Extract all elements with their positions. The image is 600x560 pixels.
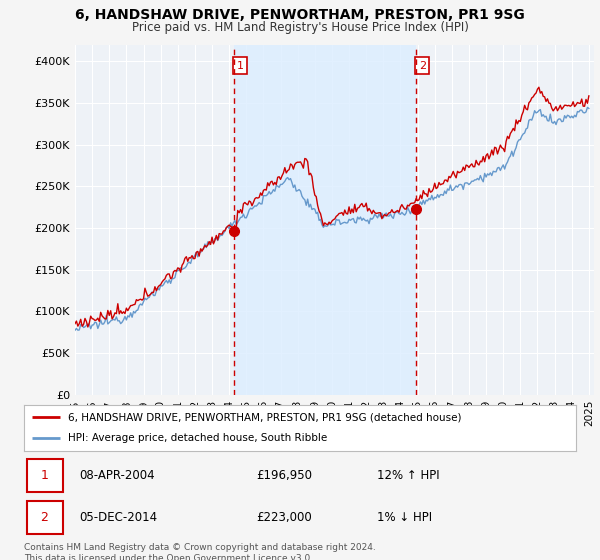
- Text: 1: 1: [236, 60, 244, 71]
- Text: £196,950: £196,950: [256, 469, 312, 482]
- Text: Contains HM Land Registry data © Crown copyright and database right 2024.
This d: Contains HM Land Registry data © Crown c…: [24, 543, 376, 560]
- FancyBboxPatch shape: [27, 459, 62, 492]
- Text: Price paid vs. HM Land Registry's House Price Index (HPI): Price paid vs. HM Land Registry's House …: [131, 21, 469, 34]
- Text: 05-DEC-2014: 05-DEC-2014: [79, 511, 157, 524]
- Text: 1: 1: [40, 469, 49, 482]
- Text: HPI: Average price, detached house, South Ribble: HPI: Average price, detached house, Sout…: [68, 433, 328, 444]
- Text: 08-APR-2004: 08-APR-2004: [79, 469, 155, 482]
- Text: 2: 2: [419, 60, 426, 71]
- Text: 2: 2: [40, 511, 49, 524]
- Text: 1% ↓ HPI: 1% ↓ HPI: [377, 511, 433, 524]
- FancyBboxPatch shape: [27, 501, 62, 534]
- Text: £223,000: £223,000: [256, 511, 311, 524]
- Text: 6, HANDSHAW DRIVE, PENWORTHAM, PRESTON, PR1 9SG (detached house): 6, HANDSHAW DRIVE, PENWORTHAM, PRESTON, …: [68, 412, 461, 422]
- Text: 6, HANDSHAW DRIVE, PENWORTHAM, PRESTON, PR1 9SG: 6, HANDSHAW DRIVE, PENWORTHAM, PRESTON, …: [75, 8, 525, 22]
- Bar: [234, 45, 416, 395]
- Text: 12% ↑ HPI: 12% ↑ HPI: [377, 469, 440, 482]
